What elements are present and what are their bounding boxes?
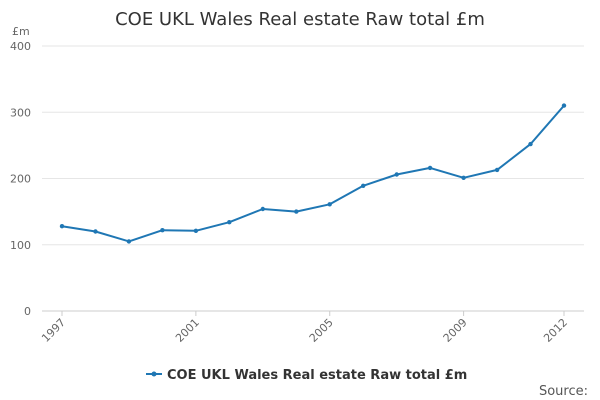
data-point-2002[interactable]	[227, 220, 232, 225]
y-tick-label-400: 400	[10, 40, 31, 53]
data-point-2005[interactable]	[327, 202, 332, 207]
data-point-2004[interactable]	[294, 209, 299, 214]
data-point-2009[interactable]	[461, 175, 466, 180]
y-tick-label-0: 0	[24, 305, 31, 318]
legend-label: COE UKL Wales Real estate Raw total £m	[167, 368, 467, 383]
data-point-2000[interactable]	[160, 228, 165, 233]
legend[interactable]: COE UKL Wales Real estate Raw total £m	[146, 368, 467, 383]
data-point-2006[interactable]	[361, 183, 366, 188]
data-point-2001[interactable]	[193, 228, 199, 233]
data-point-1997[interactable]	[59, 224, 65, 229]
x-tick-label-2012: 2012	[541, 316, 570, 345]
x-tick-label-2005: 2005	[307, 316, 336, 345]
data-point-1998[interactable]	[93, 229, 98, 234]
gridlines	[42, 45, 584, 312]
chart-title: COE UKL Wales Real estate Raw total £m	[115, 9, 485, 30]
source-label: Source:	[539, 384, 588, 399]
y-tick-label-300: 300	[10, 106, 31, 119]
y-tick-label-200: 200	[10, 173, 31, 186]
data-point-2008[interactable]	[427, 165, 433, 171]
series-layer	[59, 103, 567, 244]
data-point-2007[interactable]	[394, 172, 399, 177]
data-point-2012[interactable]	[561, 103, 567, 108]
y-axis-unit-label: £m	[12, 25, 30, 38]
data-point-2003[interactable]	[260, 206, 265, 212]
legend-marker	[151, 371, 157, 377]
data-point-2010[interactable]	[494, 167, 500, 173]
series-line-0	[61, 104, 565, 243]
y-axis-ticks: 0 100 200 300 400	[10, 40, 31, 318]
x-tick-label-2001: 2001	[173, 316, 202, 345]
x-tick-label-1997: 1997	[39, 316, 68, 345]
x-tick-label-2009: 2009	[441, 316, 470, 345]
data-point-1999[interactable]	[126, 239, 132, 244]
data-point-2011[interactable]	[528, 141, 533, 147]
x-axis-ticks: 1997 2001 2005 2009 2012	[39, 311, 570, 345]
y-tick-label-100: 100	[10, 239, 31, 252]
